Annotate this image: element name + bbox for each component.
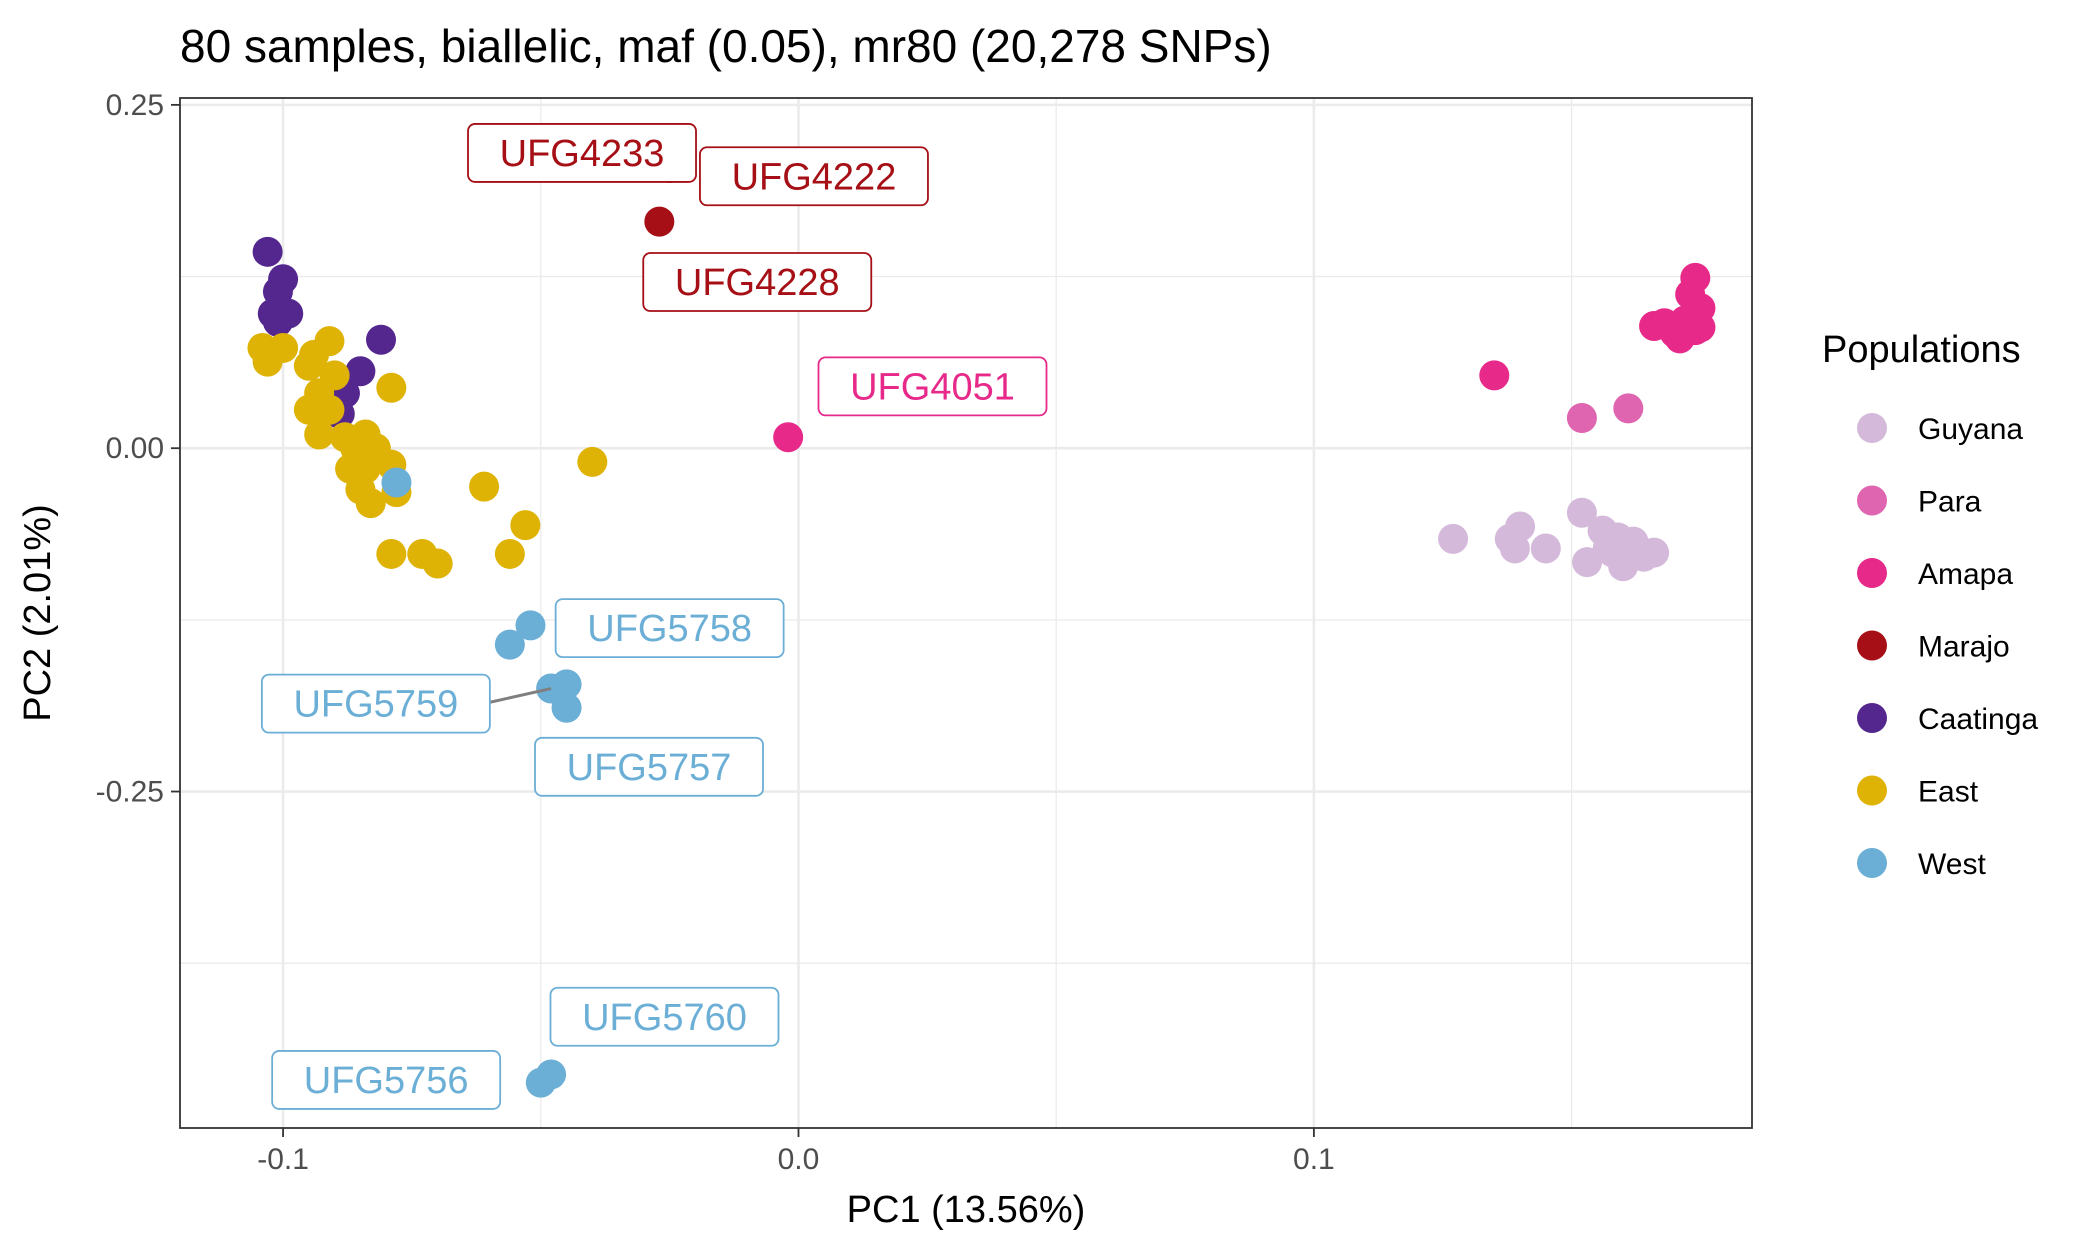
point-label: UFG4233 <box>500 133 665 175</box>
data-point-amapa <box>773 422 804 453</box>
data-point-east <box>510 510 541 541</box>
point-label: UFG5757 <box>567 747 732 789</box>
legend-key-amapa <box>1857 558 1887 588</box>
legend-key-caatinga <box>1857 703 1887 733</box>
x-tick-label: -0.1 <box>257 1143 309 1176</box>
legend-label: East <box>1918 776 1979 809</box>
data-point-caatinga <box>252 236 283 267</box>
data-point-caatinga <box>366 324 397 355</box>
legend-key-para <box>1857 485 1887 516</box>
point-label-box <box>642 252 873 312</box>
legend-key-guyana <box>1857 413 1887 443</box>
point-label-box <box>817 356 1048 417</box>
legend: Populations Guyana Para Amapa Marajo Caating… <box>1822 329 2038 881</box>
y-tick-label: -0.25 <box>96 776 164 809</box>
data-point-east <box>494 538 525 569</box>
chart-title: 80 samples, biallelic, maf (0.05), mr80 … <box>180 20 1272 72</box>
data-point-west <box>551 669 582 700</box>
data-point-para <box>1613 393 1644 424</box>
point-label: UFG4051 <box>850 366 1015 408</box>
data-point-guyana <box>1639 537 1670 568</box>
point-label-box <box>467 123 697 183</box>
x-axis-title: PC1 (13.56%) <box>847 1189 1086 1231</box>
data-point-marajo <box>644 206 675 237</box>
data-point-east <box>293 394 324 425</box>
data-point-caatinga <box>268 264 299 295</box>
data-point-amapa <box>1685 312 1716 343</box>
data-point-west <box>515 610 546 641</box>
legend-label: West <box>1918 848 1986 881</box>
point-label: UFG5760 <box>582 997 747 1039</box>
data-point-east <box>422 548 453 579</box>
plot-border <box>179 97 1753 1129</box>
legend-label: Caatinga <box>1918 703 2038 736</box>
point-label-box <box>534 736 764 797</box>
legend-label: Para <box>1918 486 1982 519</box>
data-point-guyana <box>1438 523 1469 554</box>
data-point-amapa <box>1680 262 1711 293</box>
data-point-caatinga <box>345 356 376 387</box>
data-point-east <box>469 471 500 502</box>
point-label-box <box>699 146 929 207</box>
data-point-west <box>525 1067 556 1098</box>
point-label-box <box>260 673 491 734</box>
legend-key-east <box>1857 775 1887 806</box>
data-point-east <box>314 326 345 357</box>
data-point-amapa <box>1479 360 1510 391</box>
point-label-box <box>271 1050 502 1110</box>
legend-title: Populations <box>1822 329 2021 371</box>
y-tick-label: 0.25 <box>106 89 164 122</box>
data-point-west <box>551 692 582 723</box>
data-point-guyana <box>1530 533 1561 564</box>
data-point-east <box>577 446 608 477</box>
legend-key-west <box>1857 848 1887 878</box>
legend-label: Amapa <box>1918 558 2013 591</box>
x-tick-label: 0.0 <box>778 1143 820 1176</box>
y-axis-title: PC2 (2.01%) <box>17 504 59 722</box>
data-point-east <box>304 419 335 450</box>
data-point-east <box>314 394 345 425</box>
data-point-east <box>268 332 299 363</box>
legend-label: Guyana <box>1918 413 2023 446</box>
x-tick-label: 0.1 <box>1293 1143 1335 1176</box>
legend-key-marajo <box>1857 630 1887 661</box>
point-label-box <box>554 598 785 659</box>
legend-label: Marajo <box>1918 631 2010 664</box>
data-point-caatinga <box>262 306 293 337</box>
plot-background <box>180 98 1752 1128</box>
data-point-east <box>376 538 407 569</box>
point-label: UFG5759 <box>293 684 458 726</box>
data-point-guyana <box>1566 497 1597 528</box>
point-label: UFG5758 <box>587 608 752 650</box>
point-label-box <box>549 986 780 1047</box>
plot-area: UFG4233 UFG4222 UFG4228 UFG4051 UFG5758 UFG57… <box>96 89 1753 1176</box>
data-point-west <box>494 629 525 660</box>
point-label: UFG4228 <box>675 262 840 304</box>
data-point-east <box>376 372 407 403</box>
y-tick-label: 0.00 <box>106 432 164 465</box>
data-point-east <box>355 488 386 519</box>
point-label: UFG5756 <box>304 1060 469 1102</box>
point-label: UFG4222 <box>732 156 897 198</box>
label-leader-line <box>483 687 552 706</box>
data-point-guyana <box>1505 511 1536 542</box>
data-point-para <box>1566 402 1597 433</box>
data-point-west <box>381 467 412 498</box>
